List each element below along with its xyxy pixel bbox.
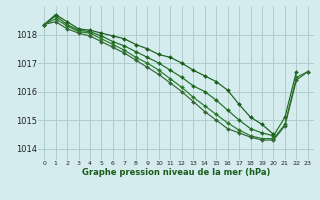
X-axis label: Graphe pression niveau de la mer (hPa): Graphe pression niveau de la mer (hPa) xyxy=(82,168,270,177)
